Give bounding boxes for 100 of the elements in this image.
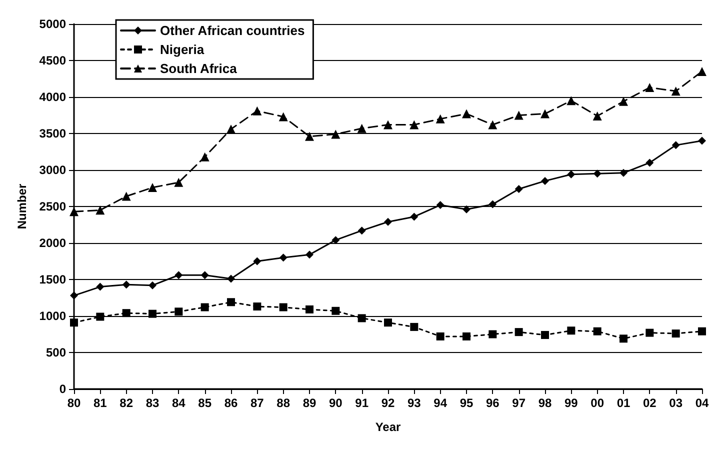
y-tick-label: 1500 <box>39 272 66 286</box>
point <box>358 314 366 322</box>
point <box>672 141 680 150</box>
point <box>226 124 236 134</box>
point <box>227 274 235 283</box>
point <box>698 327 706 336</box>
legend-label: South Africa <box>160 61 238 76</box>
point <box>410 212 418 221</box>
point <box>70 318 78 327</box>
x-tick-label: 04 <box>695 396 709 410</box>
point <box>306 305 314 314</box>
point <box>279 303 288 312</box>
point <box>174 308 183 316</box>
x-tick-label: 86 <box>224 396 238 410</box>
point <box>592 111 602 120</box>
point <box>698 66 706 76</box>
y-tick-label: 5000 <box>39 17 66 31</box>
point <box>200 271 209 280</box>
point <box>410 322 418 331</box>
point <box>514 110 524 120</box>
y-axis-title: Number <box>15 184 29 230</box>
point <box>306 250 314 259</box>
point <box>541 330 549 339</box>
x-tick-label: 85 <box>198 396 212 410</box>
point <box>672 330 680 338</box>
point <box>593 327 602 336</box>
x-tick-label: 03 <box>669 396 683 410</box>
point <box>646 158 654 167</box>
point <box>593 170 602 178</box>
x-tick-label: 02 <box>642 396 657 410</box>
point <box>567 170 576 178</box>
point <box>305 132 314 141</box>
x-axis-title: Year <box>375 420 402 434</box>
point <box>227 298 235 306</box>
point <box>384 218 392 226</box>
x-tick-label: 88 <box>276 396 290 410</box>
y-tick-label: 2500 <box>39 200 66 214</box>
point <box>332 236 340 244</box>
x-tick-label: 80 <box>67 396 81 410</box>
point <box>384 120 392 130</box>
x-tick-label: 01 <box>616 396 630 410</box>
point <box>148 183 157 192</box>
point <box>96 312 104 321</box>
point <box>462 332 470 340</box>
y-tick-label: 4000 <box>39 90 66 104</box>
point <box>148 281 156 290</box>
y-tick-label: 3000 <box>39 163 66 177</box>
y-tick-label: 0 <box>59 382 66 396</box>
x-tick-label: 96 <box>486 396 500 410</box>
point <box>70 292 78 300</box>
x-tick-label: 83 <box>146 396 160 410</box>
point <box>148 310 156 318</box>
point <box>566 96 576 106</box>
x-tick-label: 93 <box>407 396 422 410</box>
point <box>646 328 654 337</box>
point <box>462 109 471 118</box>
legend-label: Other African countries <box>160 23 305 38</box>
x-tick-label: 95 <box>460 396 474 410</box>
point <box>331 130 340 139</box>
x-tick-label: 00 <box>590 396 604 410</box>
point <box>253 302 262 311</box>
point <box>279 254 288 262</box>
point <box>540 109 550 118</box>
point <box>200 303 209 312</box>
point <box>174 178 184 187</box>
point <box>436 114 445 124</box>
point <box>96 282 104 291</box>
point <box>645 83 654 92</box>
point <box>332 306 340 315</box>
point <box>436 332 444 340</box>
point <box>253 257 262 266</box>
y-tick-label: 2000 <box>39 236 66 250</box>
y-tick-label: 500 <box>46 346 66 360</box>
x-tick-label: 82 <box>120 396 134 410</box>
x-tick-label: 98 <box>538 396 552 410</box>
point <box>488 330 497 338</box>
point <box>541 176 549 185</box>
point <box>357 124 366 133</box>
point <box>462 205 470 214</box>
point <box>384 318 392 327</box>
x-tick-label: 84 <box>172 396 186 410</box>
x-tick-label: 94 <box>434 396 448 410</box>
x-tick-label: 91 <box>355 396 369 410</box>
point <box>671 86 680 96</box>
y-tick-label: 3500 <box>39 126 66 140</box>
point <box>620 334 628 343</box>
point <box>567 326 576 335</box>
point <box>488 120 498 130</box>
legend-label: Nigeria <box>160 42 205 57</box>
point <box>488 200 497 208</box>
x-tick-label: 90 <box>328 396 343 410</box>
point <box>122 280 130 289</box>
point <box>620 168 628 177</box>
point <box>514 184 523 193</box>
y-tick-label: 1000 <box>39 309 66 323</box>
x-tick-label: 97 <box>512 396 526 410</box>
x-tick-label: 92 <box>381 396 395 410</box>
point <box>200 152 210 162</box>
point <box>358 226 366 235</box>
point <box>410 120 419 130</box>
